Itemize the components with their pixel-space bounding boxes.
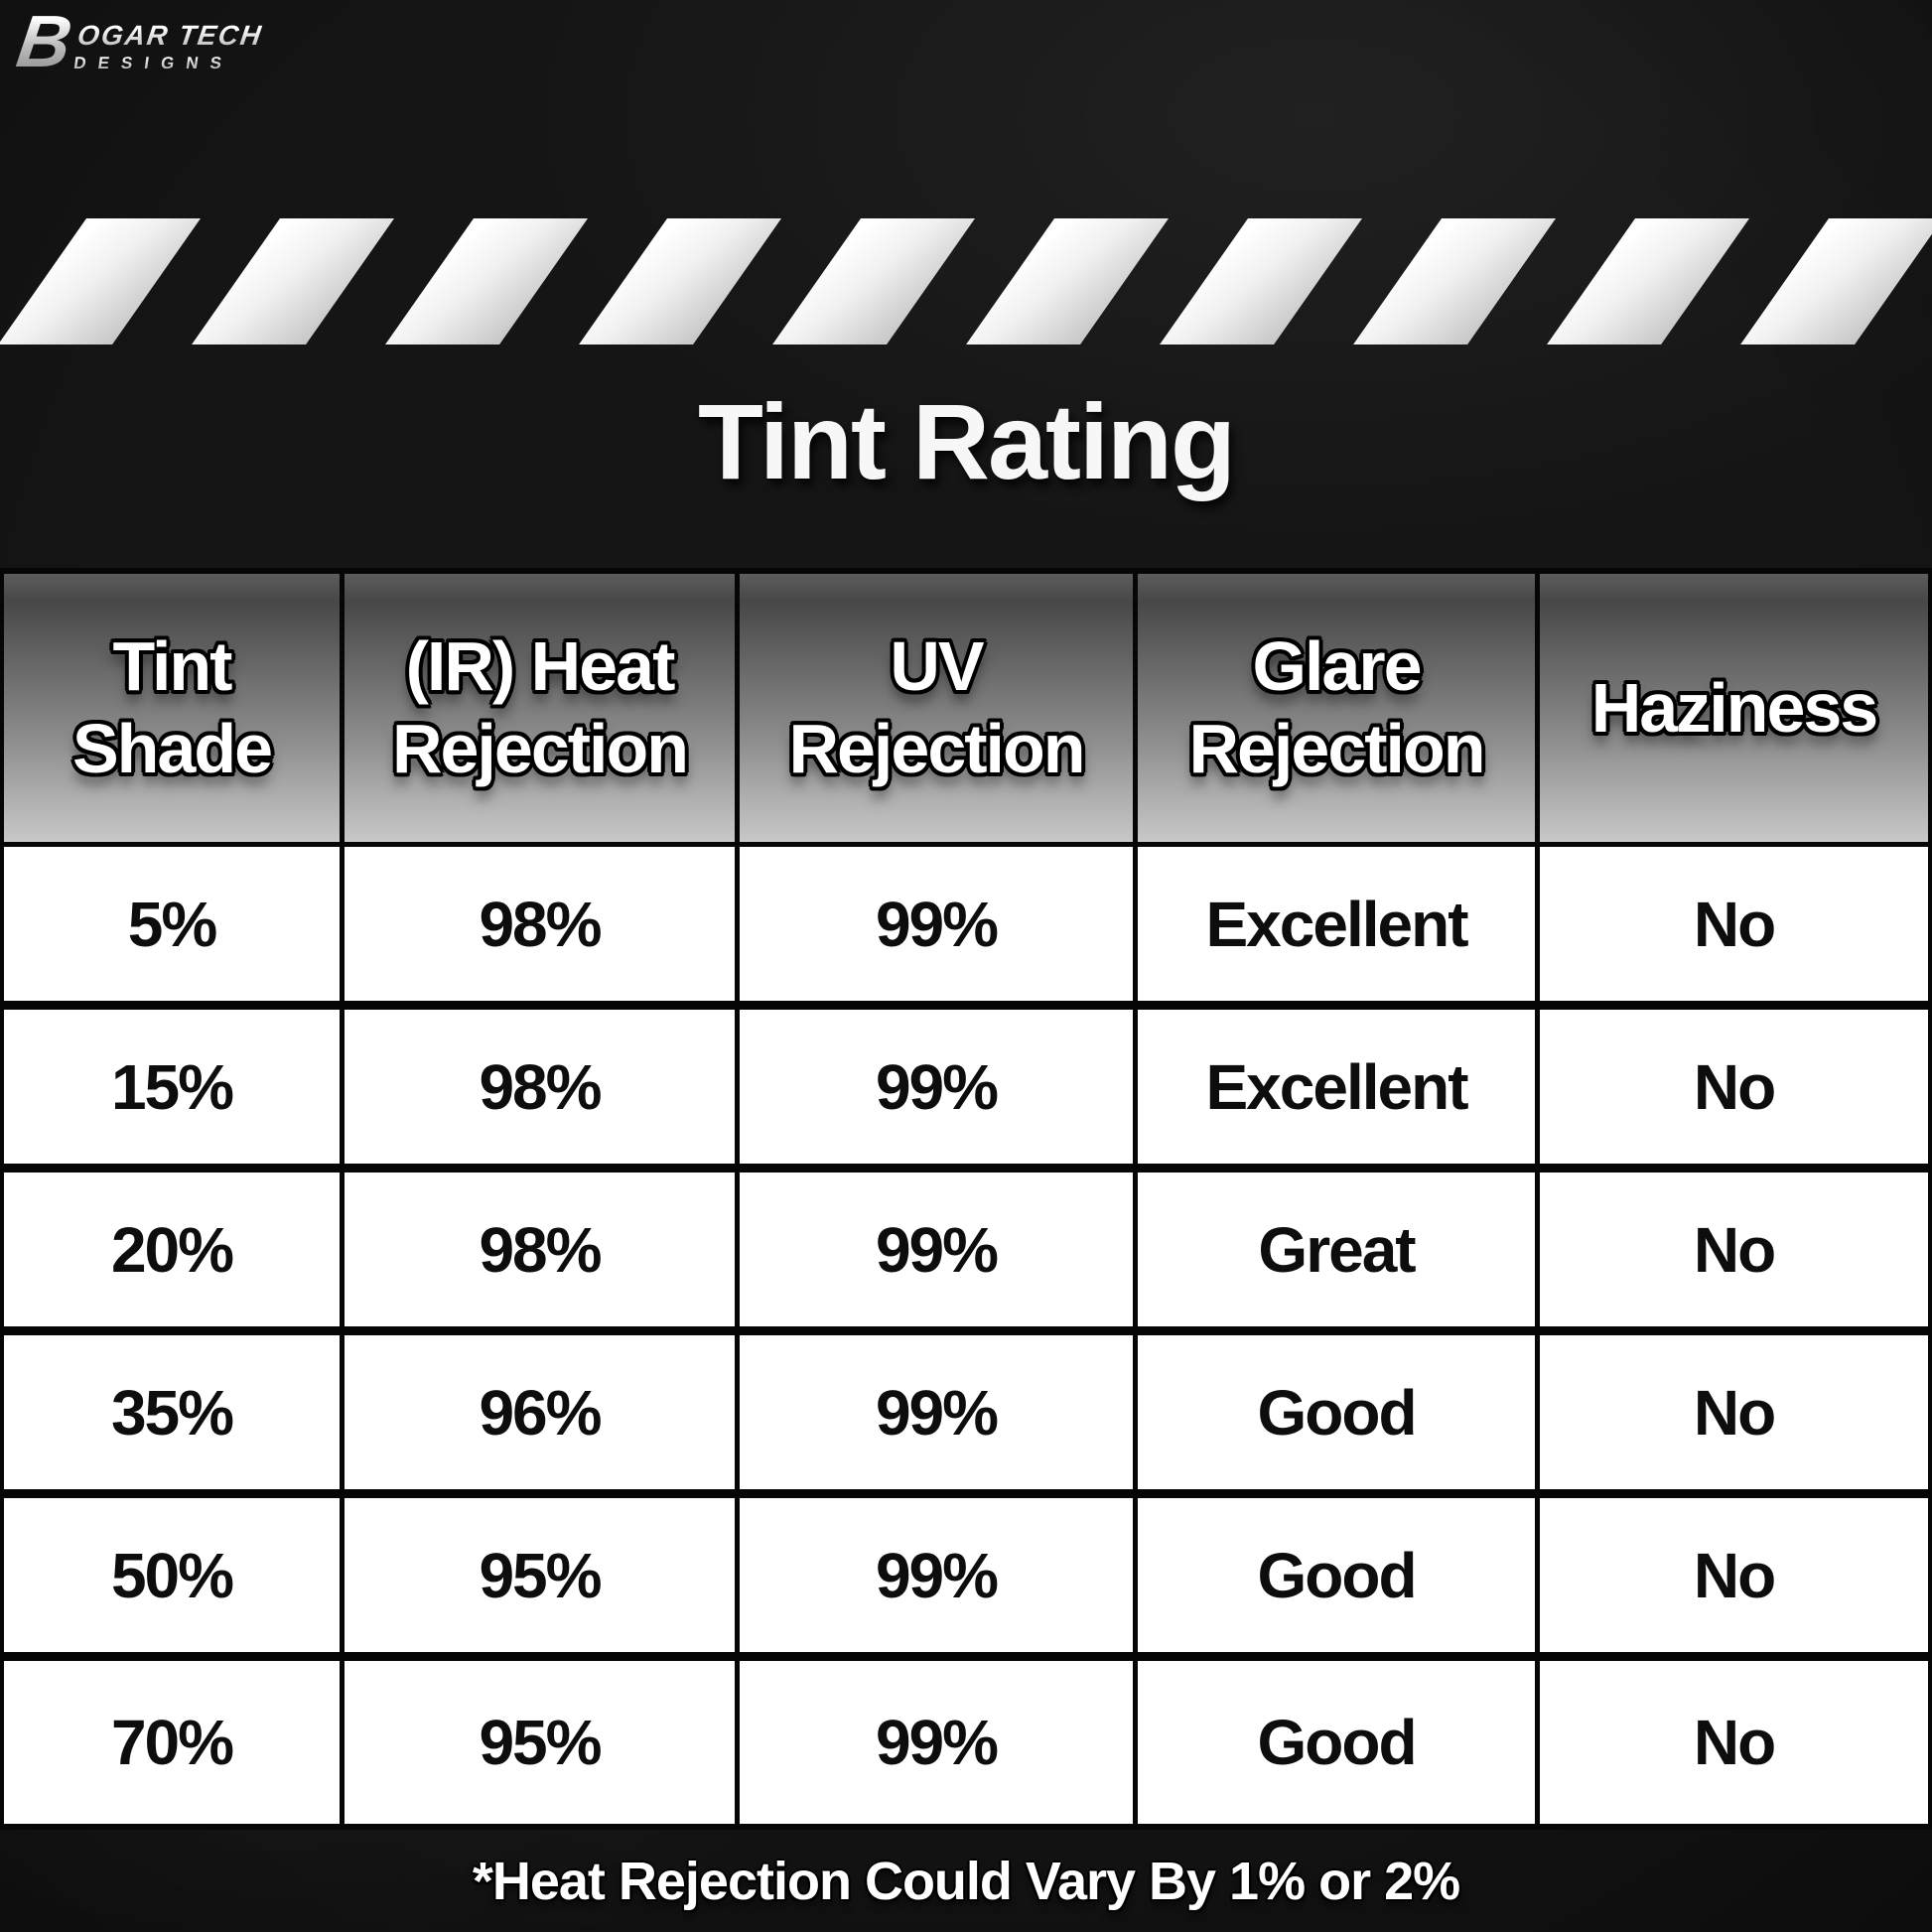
table-cell: No	[1540, 847, 1928, 1010]
table-cell: 5%	[4, 847, 345, 1010]
tint-rating-table: Tint Shade (IR) Heat Rejection UV Reject…	[0, 568, 1932, 1830]
table-cell: 98%	[345, 847, 740, 1010]
column-header-haziness: Haziness	[1540, 574, 1928, 847]
table-cell: 99%	[740, 1173, 1138, 1335]
table-cell: 15%	[4, 1010, 345, 1173]
table-cell: 20%	[4, 1173, 345, 1335]
table-cell: Good	[1138, 1498, 1540, 1661]
table-cell: No	[1540, 1335, 1928, 1498]
column-header-tint-shade: Tint Shade	[4, 574, 345, 847]
hazard-stripe	[966, 218, 1169, 345]
table-cell: Excellent	[1138, 847, 1540, 1010]
hazard-stripe	[1353, 218, 1556, 345]
table-cell: 50%	[4, 1498, 345, 1661]
table-cell: Good	[1138, 1661, 1540, 1824]
table-cell: 95%	[345, 1498, 740, 1661]
hazard-stripe	[579, 218, 781, 345]
footnote-band: *Heat Rejection Could Vary By 1% or 2%	[0, 1830, 1932, 1932]
table-cell: 96%	[345, 1335, 740, 1498]
brand-name: OGAR TECH	[75, 20, 265, 51]
table-cell: No	[1540, 1661, 1928, 1824]
table-cell: 98%	[345, 1173, 740, 1335]
column-header-uv-rejection: UV Rejection	[740, 574, 1138, 847]
table-cell: 95%	[345, 1661, 740, 1824]
table-cell: 99%	[740, 1010, 1138, 1173]
table-cell: 99%	[740, 1335, 1138, 1498]
table-cell: No	[1540, 1173, 1928, 1335]
hazard-stripe	[192, 218, 394, 345]
table-cell: 99%	[740, 1498, 1138, 1661]
brand-wordmark: OGAR TECH DESIGNS	[72, 20, 265, 72]
table-cell: Great	[1138, 1173, 1540, 1335]
table-cell: No	[1540, 1498, 1928, 1661]
table-cell: 99%	[740, 1661, 1138, 1824]
hazard-stripe	[0, 218, 202, 345]
table-cell: 70%	[4, 1661, 345, 1824]
brand-initial-letter: B	[12, 0, 77, 82]
table-cell: 99%	[740, 847, 1138, 1010]
table-cell: Good	[1138, 1335, 1540, 1498]
footnote: *Heat Rejection Could Vary By 1% or 2%	[472, 1851, 1460, 1911]
table-cell: No	[1540, 1010, 1928, 1173]
hazard-stripe	[772, 218, 975, 345]
table-cell: Excellent	[1138, 1010, 1540, 1173]
hazard-stripe	[1160, 218, 1362, 345]
brand-logo: B OGAR TECH DESIGNS	[12, 0, 266, 82]
column-header-glare-rejection: Glare Rejection	[1138, 574, 1540, 847]
hazard-stripe	[1740, 218, 1932, 345]
table-cell: 35%	[4, 1335, 345, 1498]
brand-subtitle: DESIGNS	[72, 54, 259, 72]
hazard-stripe	[385, 218, 588, 345]
column-header-heat-rejection: (IR) Heat Rejection	[345, 574, 740, 847]
hazard-stripe-band	[0, 218, 1932, 345]
table-cell: 98%	[345, 1010, 740, 1173]
hazard-stripe	[1547, 218, 1749, 345]
page-title: Tint Rating	[698, 381, 1236, 501]
